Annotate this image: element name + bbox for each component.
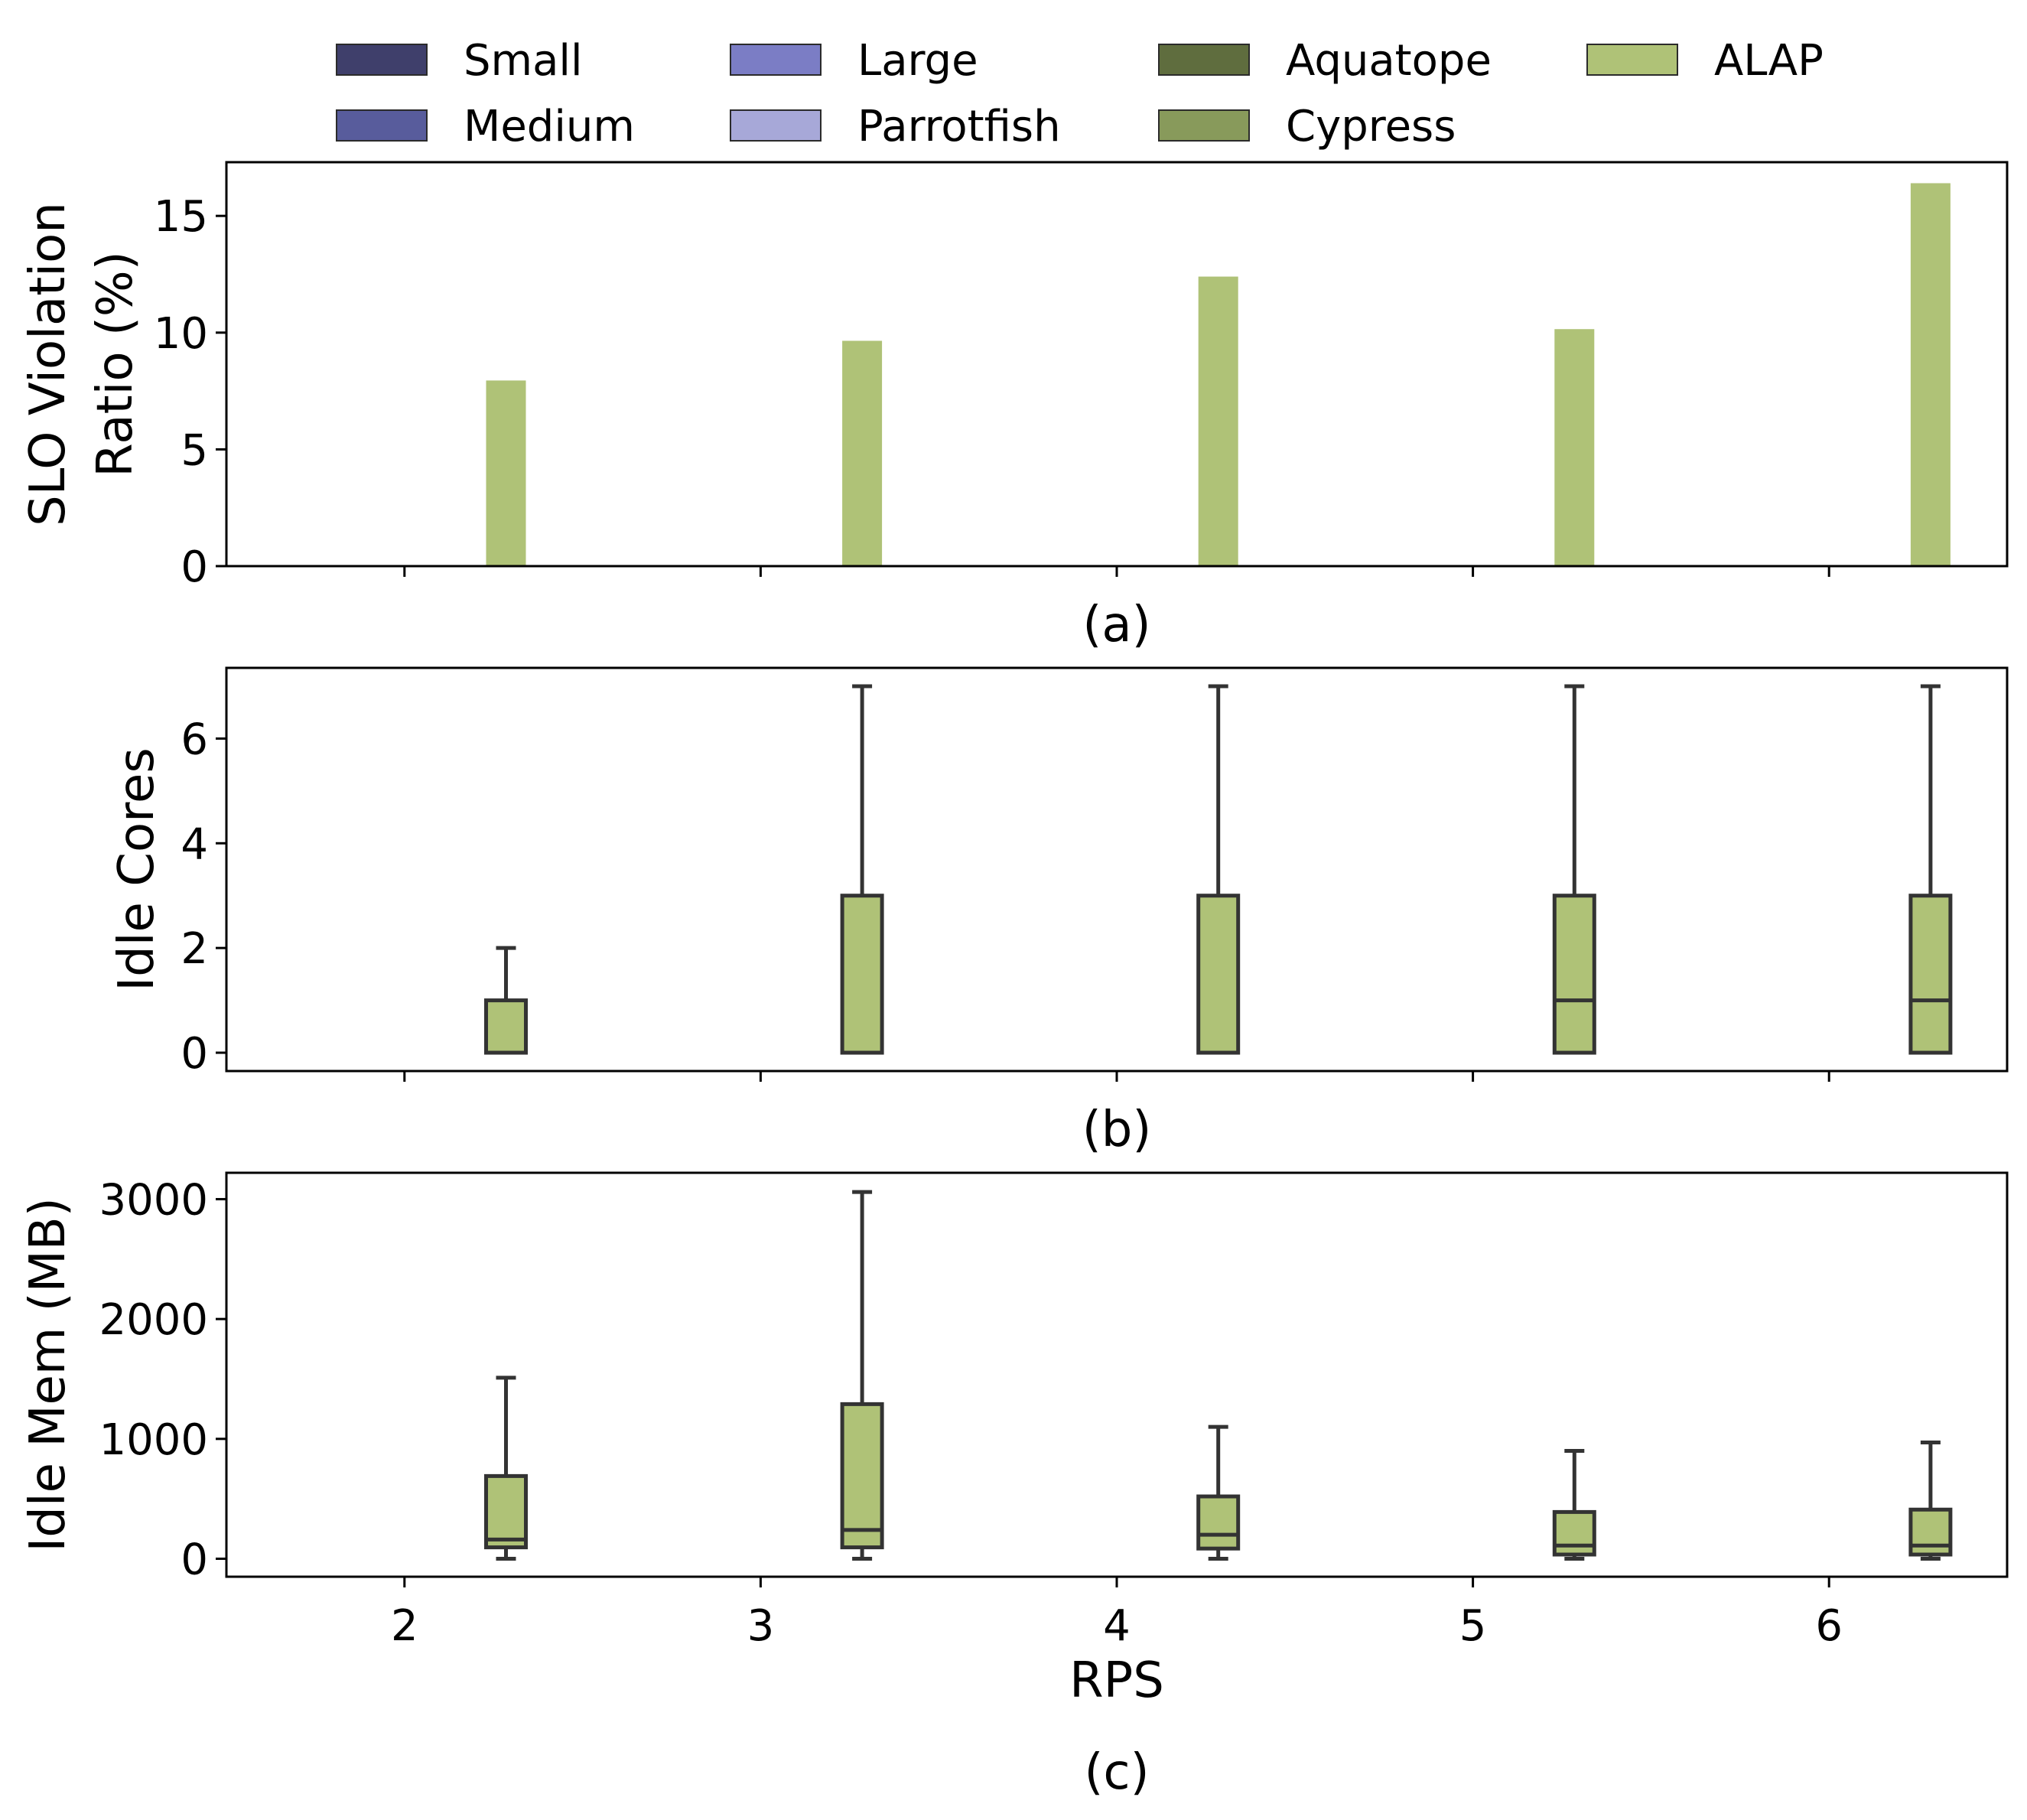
legend-swatch-alap (1586, 44, 1678, 76)
y-tick-label: 5 (181, 425, 208, 475)
x-tick-label: 4 (1103, 1601, 1131, 1651)
box-alap-rps-6 (1908, 1441, 1953, 1561)
y-tick-label: 0 (181, 542, 208, 592)
box-iqr (1908, 1507, 1953, 1557)
y-tick-label: 10 (154, 309, 208, 359)
y-tick-label: 0 (181, 1535, 208, 1584)
bar-alap-rps-6 (1910, 183, 1951, 566)
legend-label-cypress: Cypress (1286, 102, 1456, 151)
panel-label: (b) (1082, 1102, 1152, 1158)
box-alap-rps-3 (840, 684, 884, 1055)
legend-swatch-small (336, 44, 428, 76)
legend-swatch-aquatope (1158, 44, 1250, 76)
legend-swatch-parrotfish (730, 109, 822, 142)
y-tick-label: 6 (181, 715, 208, 764)
box-iqr (483, 1473, 528, 1550)
y-tick-label: 2 (181, 924, 208, 974)
legend-swatch-cypress (1158, 109, 1250, 142)
y-tick-label: 2000 (99, 1295, 208, 1345)
legend: Small Medium Large Parrotfish Aquatope Cypres… (336, 36, 1824, 151)
box-iqr (1196, 894, 1241, 1055)
legend-label-aquatope: Aquatope (1286, 36, 1492, 86)
box-alap-rps-5 (1552, 684, 1596, 1055)
x-tick-label: 3 (747, 1601, 775, 1651)
bar-alap-rps-2 (486, 380, 526, 566)
box-iqr (483, 998, 528, 1055)
bar-alap-rps-4 (1198, 276, 1238, 566)
x-tick-label: 5 (1459, 1601, 1487, 1651)
y-tick-label: 15 (154, 192, 208, 242)
box-iqr (1196, 1494, 1241, 1551)
legend-label-small: Small (464, 36, 583, 86)
legend-swatch-large (730, 44, 822, 76)
y-tick-label: 4 (181, 819, 208, 869)
legend-swatch-medium (336, 109, 428, 142)
box-iqr (840, 1402, 884, 1550)
bar-alap-rps-3 (842, 340, 883, 566)
box-alap-rps-4 (1196, 684, 1241, 1055)
x-tick-label: 2 (391, 1601, 418, 1651)
box-alap-rps-5 (1552, 1448, 1596, 1561)
legend-label-alap: ALAP (1714, 36, 1824, 86)
box-iqr (840, 894, 884, 1055)
box-alap-rps-3 (840, 1190, 884, 1561)
panel-b-idle-cores: 0 2 4 6 Idle Cores (b) (109, 666, 2009, 1158)
y-tick-label: 0 (181, 1029, 208, 1079)
y-axis-label: Ratio (%) (87, 251, 144, 477)
panel-label: (c) (1084, 1744, 1149, 1801)
box-alap-rps-4 (1196, 1424, 1241, 1561)
box-alap-rps-2 (483, 946, 528, 1055)
box-iqr (1552, 894, 1596, 1055)
legend-label-large: Large (857, 36, 978, 86)
panel-label: (a) (1082, 597, 1150, 653)
legend-label-medium: Medium (464, 102, 635, 151)
panel-c-idle-mem: 0 1000 2000 3000 2 3 4 5 6 Idle Mem (MB) RPS (c) (20, 1171, 2009, 1801)
y-axis-label: Idle Cores (109, 747, 165, 991)
box-alap-rps-6 (1908, 684, 1953, 1055)
box-iqr (1908, 894, 1953, 1055)
box-alap-rps-2 (483, 1376, 528, 1561)
x-axis-label: RPS (1069, 1652, 1164, 1709)
x-tick-label: 6 (1815, 1601, 1843, 1651)
legend-label-parrotfish: Parrotfish (857, 102, 1061, 151)
y-axis-label: Idle Mem (MB) (20, 1197, 76, 1551)
y-tick-label: 3000 (99, 1175, 208, 1225)
bar-alap-rps-5 (1554, 329, 1595, 566)
panel-a-slo-violation: 0 5 10 15 SLO Violation Ratio (%) (a) (20, 161, 2009, 653)
box-iqr (1552, 1509, 1596, 1557)
y-tick-label: 1000 (99, 1415, 208, 1465)
y-axis-label: SLO Violation (20, 202, 76, 526)
